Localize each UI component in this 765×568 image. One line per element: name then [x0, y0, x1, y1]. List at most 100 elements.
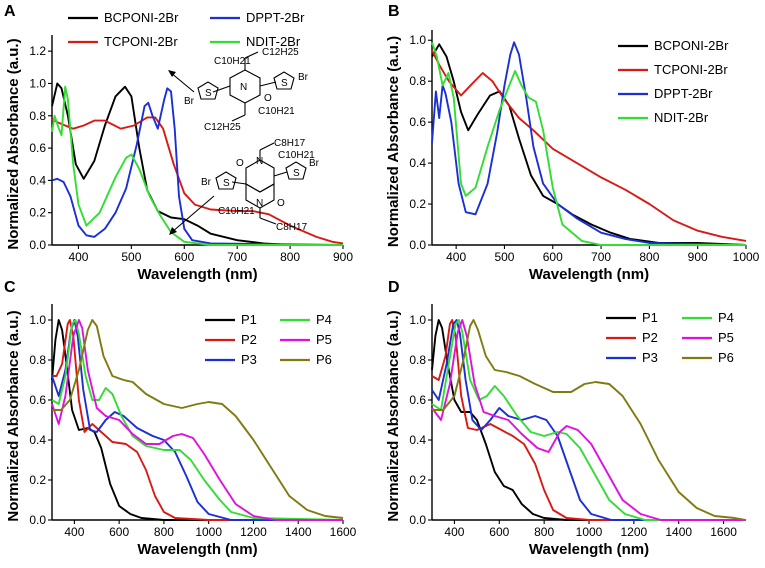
dppt-o-atom: O: [264, 93, 272, 104]
x-tick-label: 800: [639, 250, 659, 264]
x-tick-label: 1400: [665, 525, 692, 539]
panel-b: B 400 500 600 700 800 900 1000 0.0 0.2 0.4 0.6 0.8 1…: [385, 3, 760, 283]
ndi-thiophene-bond-right: [273, 171, 288, 177]
y-tick-label: 1.2: [29, 44, 46, 58]
x-tick-label: 600: [489, 525, 509, 539]
x-tick-label: 600: [109, 525, 129, 539]
x-tick-label: 600: [543, 250, 563, 264]
legend-label: P1: [241, 312, 257, 327]
legend-label: P5: [316, 332, 332, 347]
arrow-ndit-head: [169, 227, 177, 235]
legend-label: NDIT-2Br: [246, 34, 301, 49]
y-tick-label: 0.6: [29, 393, 46, 407]
y-tick-label: 0.4: [409, 156, 426, 170]
dppt-n-atom: N: [240, 82, 247, 93]
x-tick-label: 400: [64, 525, 84, 539]
legend-label: TCPONI-2Br: [654, 62, 728, 77]
legend-label: P4: [718, 310, 734, 325]
x-tick-label: 400: [446, 250, 466, 264]
x-axis-label: Wavelength (nm): [137, 541, 257, 558]
dppt-label-c10h21-upper: C10H21: [214, 56, 251, 67]
ndit-label-c8h17-upper: C8H17: [274, 138, 306, 149]
y-axis-label: Normalized Absorbance (a.u.): [385, 36, 402, 247]
x-tick-label: 1200: [240, 525, 267, 539]
x-tick-label: 900: [333, 250, 353, 264]
y-tick-label: 0.0: [29, 238, 46, 252]
ndit-o-atom-upper: O: [236, 158, 244, 169]
dppt-s-atom-left: S: [205, 88, 212, 99]
x-tick-label: 500: [121, 250, 141, 264]
x-tick-label: 400: [68, 250, 88, 264]
ndit-label-c8h17-lower: C8H17: [276, 222, 308, 233]
legend-label: DPPT-2Br: [246, 10, 305, 25]
legend-label: P3: [642, 350, 658, 365]
legend-label: P5: [718, 330, 734, 345]
legend-label: P2: [241, 332, 257, 347]
legend-label: P1: [642, 310, 658, 325]
x-tick-label: 1600: [710, 525, 737, 539]
legend-label: NDIT-2Br: [654, 110, 709, 125]
series-line-p4: [431, 319, 746, 521]
ndit-n-atom-upper: N: [256, 156, 263, 167]
legend-label: TCPONI-2Br: [104, 34, 178, 49]
ndit-label-c10h21-lower: C10H21: [218, 206, 255, 217]
legend-label: P4: [316, 312, 332, 327]
thiophene-ring-right: [273, 71, 295, 90]
thiophene-ring-left: [197, 81, 219, 100]
y-axis-label: Normalized Absorbance (a.u.): [5, 310, 22, 521]
y-axis-label: Normalized Absorbance (a.u.): [5, 38, 22, 249]
panel-label-a: A: [4, 3, 16, 20]
y-tick-label: 0.2: [409, 473, 426, 487]
legend: P1 P2 P3 P4 P5 P6: [606, 310, 734, 365]
x-tick-label: 1000: [733, 250, 760, 264]
x-tick-label: 400: [444, 525, 464, 539]
series-line-p6: [52, 319, 344, 519]
y-tick-label: 0.6: [409, 115, 426, 129]
arrow-ndit: [171, 195, 215, 233]
legend: BCPONI-2Br TCPONI-2Br DPPT-2Br NDIT-2Br: [618, 38, 729, 125]
y-tick-label: 0.0: [409, 513, 426, 527]
x-tick-label: 900: [688, 250, 708, 264]
ndit-br-right: Br: [309, 158, 320, 169]
dppt-s-atom-right: S: [281, 78, 288, 89]
series-line-bcponi-2br: [431, 43, 747, 246]
x-axis-label: Wavelength (nm): [137, 266, 257, 283]
y-tick-label: 1.0: [29, 76, 46, 90]
x-tick-label: 800: [534, 525, 554, 539]
ndit-n-atom-lower: N: [256, 198, 263, 209]
series-line-p2: [431, 319, 746, 521]
ndit-s-atom-left: S: [223, 178, 230, 189]
series-line-dppt-2br: [431, 41, 747, 246]
y-tick-label: 1.0: [409, 313, 426, 327]
x-tick-label: 1000: [195, 525, 222, 539]
panel-d: D 400 600 800 1000 1200 1400 1600 0.0 0.2 0.4 0.6 0…: [385, 279, 747, 558]
y-tick-label: 0.2: [29, 206, 46, 220]
y-tick-label: 0.6: [409, 393, 426, 407]
thiophene-bond-right: [259, 81, 277, 87]
arrow-dppt-head: [168, 70, 176, 77]
y-tick-label: 0.2: [409, 197, 426, 211]
x-tick-label: 1600: [330, 525, 357, 539]
legend-label: BCPONI-2Br: [104, 10, 179, 25]
ndi-thiophene-left: [215, 171, 237, 190]
legend-label: P2: [642, 330, 658, 345]
series-line-p4: [51, 319, 344, 521]
y-axis-label: Normalized Absorbance (a.u.): [385, 310, 402, 521]
dppt-label-c10h21-lower: C10H21: [258, 106, 295, 117]
y-tick-label: 0.8: [29, 109, 46, 123]
y-tick-label: 0.4: [29, 173, 46, 187]
series-line-dppt-2br: [51, 87, 344, 246]
series-line-ndit-2br: [51, 85, 343, 246]
x-axis-label: Wavelength (nm): [529, 266, 649, 283]
panel-label-b: B: [388, 3, 400, 20]
series-line-p1: [431, 319, 746, 521]
legend-label: P6: [316, 352, 332, 367]
molecule-structures: C10H21 C12H25 C10H21 C12H25 Br Br N O S …: [168, 47, 320, 235]
y-tick-label: 0.0: [29, 513, 46, 527]
legend-label: DPPT-2Br: [654, 86, 713, 101]
y-tick-label: 0.0: [409, 238, 426, 252]
x-tick-label: 700: [227, 250, 247, 264]
x-tick-label: 1000: [576, 525, 603, 539]
series-line-p6: [432, 319, 747, 521]
